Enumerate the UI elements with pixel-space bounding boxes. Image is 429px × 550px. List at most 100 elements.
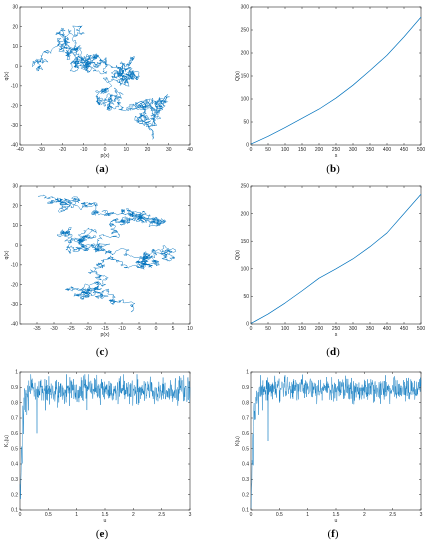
y-tick-label: 0.5 xyxy=(11,446,18,452)
y-tick-label: 30 xyxy=(12,184,18,190)
panel-caption: (c) xyxy=(96,346,109,358)
y-tick-label: 0.7 xyxy=(242,416,249,422)
x-tick-label: 2.5 xyxy=(158,512,165,518)
y-axis-label: q(x) xyxy=(4,250,10,259)
y-tick-label: 0.3 xyxy=(11,477,18,483)
y-tick-label: 10 xyxy=(12,223,18,229)
y-axis-label: q(x) xyxy=(4,71,10,80)
x-tick-label: -25 xyxy=(67,326,74,332)
panel-caption: (e) xyxy=(96,528,109,540)
x-tick-label: -30 xyxy=(38,147,45,153)
panel-caption: (f) xyxy=(327,528,338,540)
chart-b: 0 50 100 150 200 250 300 350 400 450 500 0 50 100 150 2… xyxy=(235,5,425,175)
x-tick-label: 150 xyxy=(298,147,307,153)
panel-letter: c xyxy=(100,346,105,358)
panel-letter: f xyxy=(331,528,335,540)
x-tick-label: 0 xyxy=(250,326,253,332)
chart-c: -35 -30 -25 -20 -15 -10 -5 0 5 10 -40 -30 -20 -10 0 10 2… xyxy=(4,184,193,358)
x-tick-label: 100 xyxy=(281,147,290,153)
x-tick-label: -10 xyxy=(118,326,125,332)
x-axis-label: s xyxy=(335,153,338,159)
plot-frame xyxy=(250,185,422,325)
x-tick-label: 0.5 xyxy=(45,512,52,518)
y-tick-label: -10 xyxy=(11,263,18,269)
y-tick-label: 0 xyxy=(246,322,249,328)
plot-frame xyxy=(19,185,191,325)
y-tick-label: 50 xyxy=(243,294,249,300)
y-tick-label: 150 xyxy=(241,74,250,80)
x-tick-label: 5 xyxy=(172,326,175,332)
y-tick-label: 50 xyxy=(243,120,249,126)
x-tick-label: 250 xyxy=(332,147,341,153)
x-tick-label: 0.5 xyxy=(276,512,283,518)
y-tick-label: 300 xyxy=(241,5,250,11)
plot-frame xyxy=(19,6,191,146)
x-tick-label: 200 xyxy=(315,326,324,332)
series-line xyxy=(32,25,170,140)
y-tick-label: 30 xyxy=(12,5,18,11)
y-tick-label: 0 xyxy=(15,243,18,249)
y-tick-label: 20 xyxy=(12,24,18,30)
panel-caption: (d) xyxy=(326,346,340,358)
panel-letter: d xyxy=(330,346,336,358)
y-tick-label: 0.2 xyxy=(11,492,18,498)
x-axis-label: u xyxy=(104,518,107,524)
x-tick-label: 1.5 xyxy=(333,512,340,518)
x-tick-label: 0 xyxy=(250,512,253,518)
x-tick-label: 100 xyxy=(281,326,290,332)
x-tick-label: 200 xyxy=(315,147,324,153)
x-tick-label: 1 xyxy=(306,512,309,518)
panel-caption: (a) xyxy=(96,163,109,175)
x-tick-label: 350 xyxy=(366,326,375,332)
plot-frame xyxy=(19,371,191,511)
x-tick-label: 150 xyxy=(298,326,307,332)
x-axis-label: p(x) xyxy=(101,332,110,338)
x-tick-label: 30 xyxy=(166,147,172,153)
chart-e: 0 0.5 1 1.5 2 2.5 3 0.1 0.2 0.3 0.4 0.5 0.6 0.7 0.8 0.9… xyxy=(4,370,192,540)
chart-a: -40 -30 -20 -10 0 10 20 30 40 -40 -30 -20 -10 0 10 20 30… xyxy=(4,5,193,175)
y-tick-label: 0.8 xyxy=(11,400,18,406)
panel-letter: a xyxy=(99,163,105,175)
x-tick-label: 1 xyxy=(75,512,78,518)
x-tick-label: 0 xyxy=(19,512,22,518)
x-tick-label: -10 xyxy=(80,147,87,153)
y-tick-label: 250 xyxy=(241,184,250,190)
x-tick-label: -15 xyxy=(101,326,108,332)
y-tick-label: 0.1 xyxy=(242,508,249,514)
series-line xyxy=(250,194,422,324)
x-tick-label: 50 xyxy=(265,147,271,153)
x-tick-label: 40 xyxy=(187,147,193,153)
y-tick-label: 0 xyxy=(246,143,249,149)
x-tick-label: 250 xyxy=(332,326,341,332)
y-tick-label: 0.2 xyxy=(242,492,249,498)
y-tick-label: 0 xyxy=(15,64,18,70)
x-tick-label: 1.5 xyxy=(102,512,109,518)
y-tick-label: 0.4 xyxy=(242,462,249,468)
panel-caption: (b) xyxy=(326,163,340,175)
y-tick-label: 1 xyxy=(246,370,249,376)
series-line xyxy=(19,374,191,500)
y-tick-label: -40 xyxy=(11,322,18,328)
panel-letter: e xyxy=(100,528,105,540)
y-tick-label: -30 xyxy=(11,302,18,308)
y-tick-label: 0.1 xyxy=(11,508,18,514)
y-tick-label: -30 xyxy=(11,123,18,129)
y-tick-label: -20 xyxy=(11,103,18,109)
y-tick-label: 0.6 xyxy=(11,431,18,437)
x-tick-label: 300 xyxy=(349,147,358,153)
y-tick-label: 200 xyxy=(241,51,250,57)
x-tick-label: 400 xyxy=(383,326,392,332)
x-tick-label: 3 xyxy=(420,512,423,518)
x-axis-label: p(x) xyxy=(101,153,110,159)
y-tick-label: 200 xyxy=(241,211,250,217)
x-tick-label: 2 xyxy=(132,512,135,518)
y-tick-label: -10 xyxy=(11,84,18,90)
x-tick-label: 2.5 xyxy=(389,512,396,518)
panel-letter: b xyxy=(330,163,336,175)
y-tick-label: 0.9 xyxy=(242,385,249,391)
plot-frame xyxy=(250,6,422,146)
y-axis-label: K(u) xyxy=(235,436,241,446)
x-tick-label: -20 xyxy=(84,326,91,332)
x-tick-label: 2 xyxy=(363,512,366,518)
x-tick-label: -35 xyxy=(33,326,40,332)
